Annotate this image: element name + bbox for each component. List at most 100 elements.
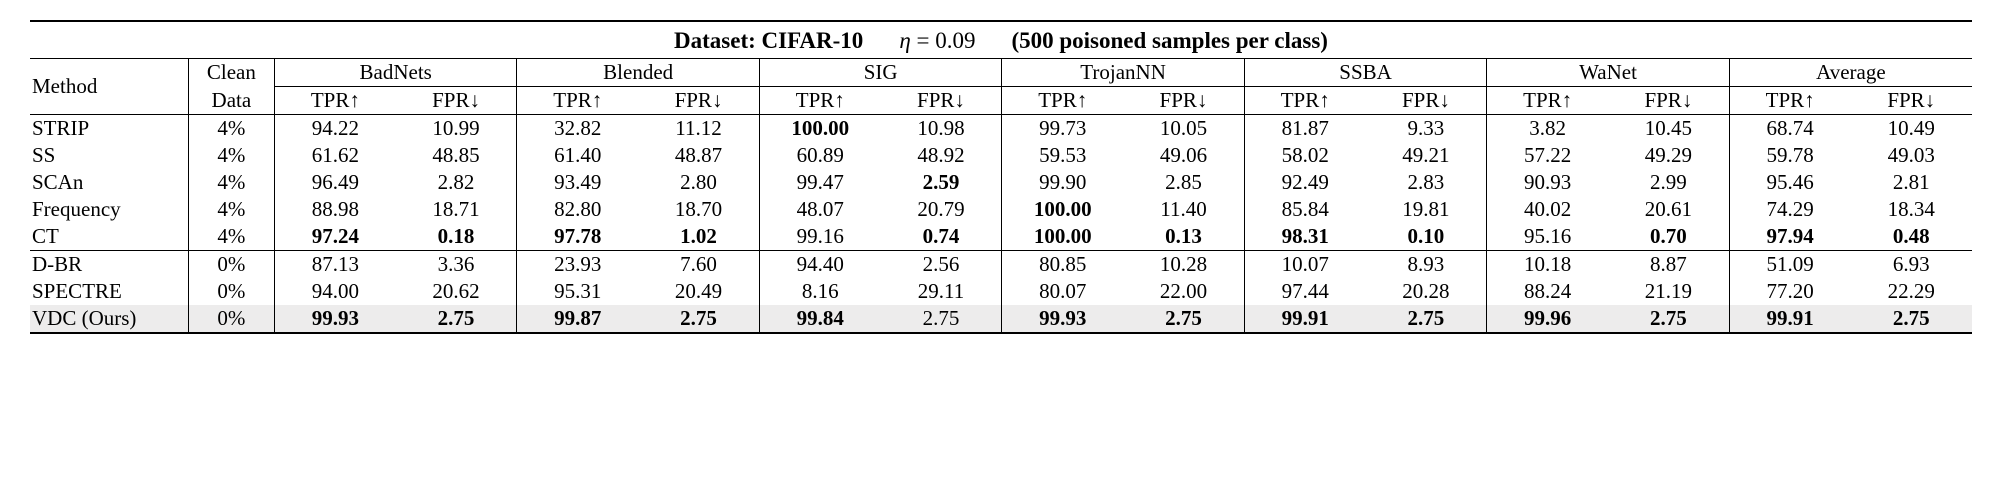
value-cell: 87.13 (274, 251, 395, 279)
clean-data-cell: 4% (188, 115, 274, 143)
value-cell: 20.62 (396, 278, 517, 305)
group-average: Average (1729, 59, 1972, 87)
clean-data-cell: 0% (188, 278, 274, 305)
sub-tpr: TPR↑ (1244, 87, 1365, 115)
value-cell: 97.78 (517, 223, 638, 251)
value-cell: 10.18 (1487, 251, 1608, 279)
value-cell: 48.92 (881, 142, 1002, 169)
col-method: Method (30, 59, 188, 115)
value-cell: 99.93 (1002, 305, 1123, 333)
table-row: CT4%97.240.1897.781.0299.160.74100.000.1… (30, 223, 1972, 251)
value-cell: 20.61 (1608, 196, 1729, 223)
table-row: D-BR0%87.133.3623.937.6094.402.5680.8510… (30, 251, 1972, 279)
value-cell: 99.91 (1244, 305, 1365, 333)
sub-tpr: TPR↑ (759, 87, 880, 115)
value-cell: 2.75 (1366, 305, 1487, 333)
value-cell: 10.28 (1123, 251, 1244, 279)
value-cell: 10.49 (1851, 115, 1973, 143)
value-cell: 80.07 (1002, 278, 1123, 305)
value-cell: 100.00 (1002, 196, 1123, 223)
group-ssba: SSBA (1244, 59, 1486, 87)
value-cell: 8.87 (1608, 251, 1729, 279)
group-badnets: BadNets (274, 59, 516, 87)
group-wanet: WaNet (1487, 59, 1729, 87)
method-cell: VDC (Ours) (30, 305, 188, 333)
value-cell: 2.75 (638, 305, 759, 333)
value-cell: 95.31 (517, 278, 638, 305)
value-cell: 20.79 (881, 196, 1002, 223)
sub-fpr: FPR↓ (1123, 87, 1244, 115)
value-cell: 82.80 (517, 196, 638, 223)
value-cell: 49.29 (1608, 142, 1729, 169)
value-cell: 94.40 (759, 251, 880, 279)
value-cell: 20.28 (1366, 278, 1487, 305)
table-caption: Dataset: CIFAR-10η = 0.09(500 poisoned s… (30, 21, 1972, 59)
value-cell: 0.74 (881, 223, 1002, 251)
value-cell: 18.71 (396, 196, 517, 223)
sub-tpr: TPR↑ (274, 87, 395, 115)
value-cell: 81.87 (1244, 115, 1365, 143)
value-cell: 92.49 (1244, 169, 1365, 196)
value-cell: 9.33 (1366, 115, 1487, 143)
value-cell: 22.29 (1851, 278, 1973, 305)
sub-fpr: FPR↓ (1366, 87, 1487, 115)
table-row: VDC (Ours)0%99.932.7599.872.7599.842.759… (30, 305, 1972, 333)
sub-fpr: FPR↓ (396, 87, 517, 115)
value-cell: 21.19 (1608, 278, 1729, 305)
value-cell: 2.56 (881, 251, 1002, 279)
value-cell: 61.62 (274, 142, 395, 169)
value-cell: 6.93 (1851, 251, 1973, 279)
value-cell: 49.21 (1366, 142, 1487, 169)
sub-fpr: FPR↓ (638, 87, 759, 115)
value-cell: 95.16 (1487, 223, 1608, 251)
value-cell: 48.85 (396, 142, 517, 169)
sub-fpr: FPR↓ (1851, 87, 1973, 115)
value-cell: 94.00 (274, 278, 395, 305)
value-cell: 2.59 (881, 169, 1002, 196)
caption-row: Dataset: CIFAR-10η = 0.09(500 poisoned s… (30, 21, 1972, 59)
sub-tpr: TPR↑ (1002, 87, 1123, 115)
value-cell: 99.87 (517, 305, 638, 333)
value-cell: 99.47 (759, 169, 880, 196)
caption-eta-val: = 0.09 (911, 28, 976, 53)
value-cell: 19.81 (1366, 196, 1487, 223)
value-cell: 88.98 (274, 196, 395, 223)
method-cell: CT (30, 223, 188, 251)
value-cell: 3.82 (1487, 115, 1608, 143)
clean-data-cell: 0% (188, 251, 274, 279)
section-2: D-BR0%87.133.3623.937.6094.402.5680.8510… (30, 251, 1972, 334)
table-row: SS4%61.6248.8561.4048.8760.8948.9259.534… (30, 142, 1972, 169)
value-cell: 11.40 (1123, 196, 1244, 223)
value-cell: 22.00 (1123, 278, 1244, 305)
method-cell: Frequency (30, 196, 188, 223)
table-row: SCAn4%96.492.8293.492.8099.472.5999.902.… (30, 169, 1972, 196)
value-cell: 49.03 (1851, 142, 1973, 169)
value-cell: 59.78 (1729, 142, 1850, 169)
value-cell: 99.73 (1002, 115, 1123, 143)
value-cell: 59.53 (1002, 142, 1123, 169)
value-cell: 2.75 (1608, 305, 1729, 333)
clean-data-cell: 4% (188, 223, 274, 251)
header-row-1: Method Clean BadNets Blended SIG TrojanN… (30, 59, 1972, 87)
value-cell: 99.84 (759, 305, 880, 333)
value-cell: 85.84 (1244, 196, 1365, 223)
table-row: Frequency4%88.9818.7182.8018.7048.0720.7… (30, 196, 1972, 223)
table-row: SPECTRE0%94.0020.6295.3120.498.1629.1180… (30, 278, 1972, 305)
group-blended: Blended (517, 59, 759, 87)
value-cell: 10.45 (1608, 115, 1729, 143)
value-cell: 94.22 (274, 115, 395, 143)
header-row-2: Data TPR↑FPR↓ TPR↑FPR↓ TPR↑FPR↓ TPR↑FPR↓… (30, 87, 1972, 115)
value-cell: 18.70 (638, 196, 759, 223)
value-cell: 2.82 (396, 169, 517, 196)
value-cell: 18.34 (1851, 196, 1973, 223)
method-cell: SS (30, 142, 188, 169)
value-cell: 68.74 (1729, 115, 1850, 143)
value-cell: 58.02 (1244, 142, 1365, 169)
clean-data-cell: 0% (188, 305, 274, 333)
group-sig: SIG (759, 59, 1001, 87)
value-cell: 98.31 (1244, 223, 1365, 251)
sub-fpr: FPR↓ (1608, 87, 1729, 115)
method-cell: D-BR (30, 251, 188, 279)
caption-dataset: Dataset: CIFAR-10 (674, 28, 863, 53)
value-cell: 2.85 (1123, 169, 1244, 196)
